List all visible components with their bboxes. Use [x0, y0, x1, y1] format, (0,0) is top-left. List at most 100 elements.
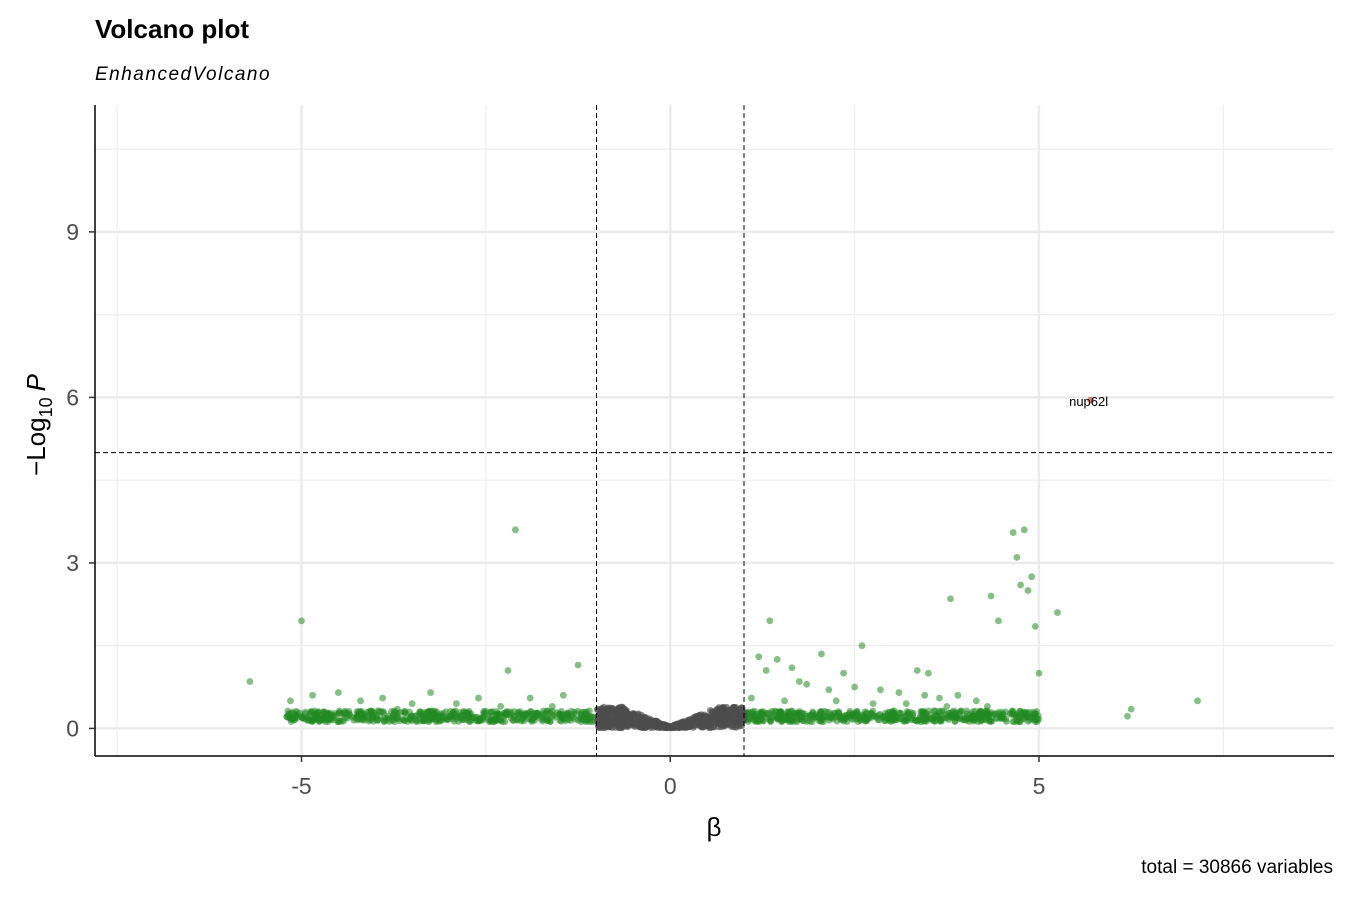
fc-point [916, 714, 924, 721]
fc-point [857, 717, 865, 724]
ns-point [707, 716, 715, 724]
fc-point [298, 712, 305, 720]
ns-point [715, 718, 723, 726]
fc-point [818, 650, 825, 658]
fc-point [431, 710, 439, 718]
fc-point [896, 709, 904, 717]
fc-point [987, 592, 995, 600]
fc-point [840, 717, 848, 725]
fc-point [825, 714, 833, 721]
fc-point [556, 716, 563, 724]
fc-point [564, 710, 572, 717]
fc-point [497, 702, 505, 710]
fc-point [747, 694, 755, 702]
fc-point [851, 683, 859, 691]
fc-point [797, 709, 805, 717]
fc-point [936, 716, 944, 724]
fc-point [534, 712, 541, 720]
fc-point [577, 714, 584, 722]
fc-point [881, 717, 889, 724]
fc-point [1031, 622, 1039, 630]
fc-point [408, 712, 416, 720]
fc-point [1035, 669, 1043, 677]
fc-point [1002, 718, 1010, 725]
fc-point [913, 667, 921, 674]
fc-point [1024, 587, 1032, 594]
ns-point [625, 715, 633, 723]
fc-point [380, 717, 388, 725]
ns-point [636, 719, 643, 727]
fc-point [935, 707, 943, 715]
fc-point [438, 712, 445, 720]
ns-point [610, 717, 618, 725]
fc-point [818, 716, 826, 724]
fc-point [357, 697, 364, 705]
fc-point [877, 686, 884, 694]
fc-point [931, 718, 938, 725]
fc-point [546, 708, 554, 716]
fc-point [902, 717, 910, 724]
fc-point [317, 716, 324, 723]
fc-point [334, 689, 342, 696]
fc-point [954, 691, 962, 699]
y-tick-label: 6 [66, 384, 79, 410]
fc-point [903, 711, 911, 719]
ns-point [617, 715, 625, 723]
fc-point [408, 700, 416, 707]
fc-point [289, 714, 297, 722]
fc-point [864, 715, 871, 723]
chart-title: Volcano plot [95, 14, 250, 44]
fc-point [961, 712, 969, 720]
fc-point [776, 708, 784, 716]
ns-point [718, 723, 725, 731]
fc-point [840, 669, 847, 677]
ns-point [701, 716, 709, 724]
ns-point [716, 707, 724, 715]
y-tick-label: 3 [66, 550, 79, 576]
ns-point [625, 721, 632, 729]
fc-point [320, 708, 328, 716]
fc-point [874, 716, 882, 724]
fc-point [462, 716, 469, 724]
ns-point [641, 717, 649, 725]
ns-point [696, 711, 703, 719]
fc-point [509, 717, 517, 724]
fc-point [309, 691, 316, 699]
fc-point [511, 526, 519, 534]
chart-subtitle: EnhancedVolcano [95, 64, 272, 85]
fc-point [781, 712, 789, 719]
fc-point [795, 678, 803, 685]
fc-point [452, 700, 460, 707]
fc-point [972, 697, 980, 705]
fc-point [379, 708, 387, 716]
fc-point [345, 708, 353, 715]
fc-point [921, 691, 929, 699]
fc-point [895, 689, 903, 696]
fc-point [425, 715, 433, 723]
fc-point [762, 667, 770, 674]
ns-point [723, 720, 731, 728]
fc-point [766, 617, 774, 625]
fc-point [941, 711, 949, 719]
point-label: nup62l [1069, 394, 1108, 409]
fc-point [548, 702, 556, 710]
fc-point [478, 715, 486, 723]
fc-point [559, 691, 567, 699]
fc-point [1054, 609, 1061, 616]
ns-point [595, 723, 603, 730]
fc-point [529, 715, 537, 723]
ns-point [729, 715, 737, 722]
ns-point [641, 724, 649, 732]
fc-point [1017, 581, 1024, 589]
fc-point [391, 718, 398, 725]
cutoff-lines [95, 105, 1334, 756]
y-tick-label: 9 [66, 219, 79, 245]
ns-point [686, 723, 693, 731]
fc-point [1020, 526, 1028, 534]
fc-point [396, 717, 404, 725]
fc-point [544, 715, 552, 723]
fc-point [853, 708, 861, 716]
fc-point [936, 694, 943, 702]
ns-point [706, 706, 714, 714]
fc-point [526, 694, 534, 702]
